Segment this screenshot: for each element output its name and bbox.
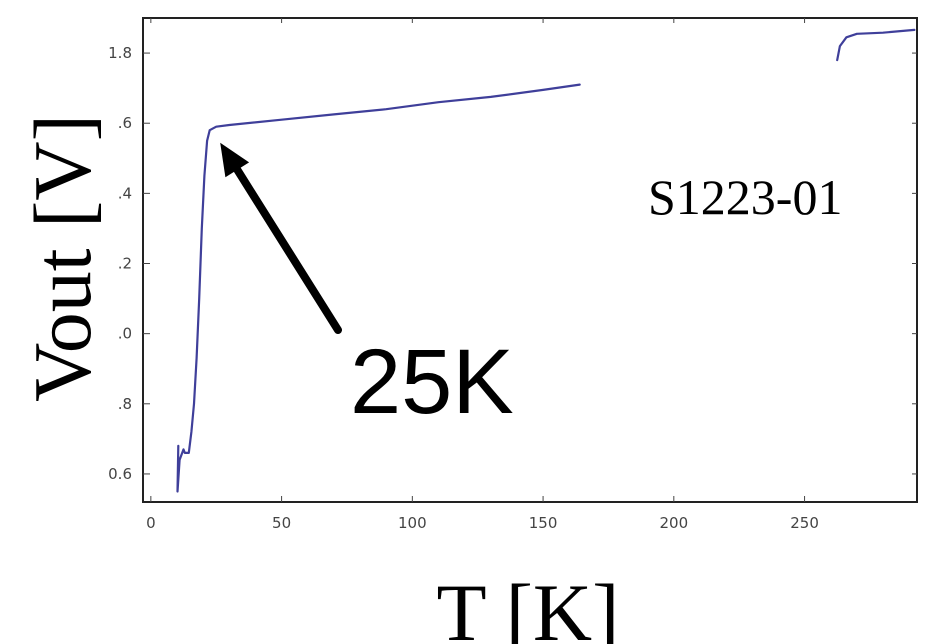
x-axis-title: T [K]	[437, 567, 620, 644]
y-tick-label: .2	[118, 255, 132, 273]
vout-line-segment	[176, 83, 581, 493]
plot-border	[142, 17, 918, 503]
annotation-arrow-shaft	[233, 165, 342, 334]
vout-line-segment	[836, 28, 916, 62]
y-tick-label: .8	[118, 395, 132, 413]
annotations: 25K S1223-01	[220, 142, 842, 433]
x-tick-label: 150	[529, 514, 558, 532]
y-tick-label: 1.8	[108, 44, 132, 62]
x-tick-label: 100	[398, 514, 427, 532]
x-tick-label: 0	[146, 514, 156, 532]
y-axis-title: Vout [V]	[17, 114, 108, 402]
plot-frame	[142, 17, 918, 503]
x-tick-label: 200	[659, 514, 688, 532]
x-axis-ticks: 0 50 100 150 200 250	[146, 18, 819, 532]
y-tick-label: .0	[118, 325, 132, 343]
y-axis-ticks: 0.6 .8 .0 .2 .4 .6 1.8	[108, 44, 917, 483]
y-tick-label: .6	[118, 114, 132, 132]
y-tick-label: 0.6	[108, 465, 132, 483]
y-tick-label: .4	[118, 184, 132, 202]
annotation-arrow-head	[220, 142, 250, 178]
annotation-25k: 25K	[350, 331, 514, 433]
x-tick-label: 50	[272, 514, 291, 532]
x-tick-label: 250	[790, 514, 819, 532]
data-lines	[176, 28, 916, 493]
sample-id-label: S1223-01	[648, 169, 842, 225]
